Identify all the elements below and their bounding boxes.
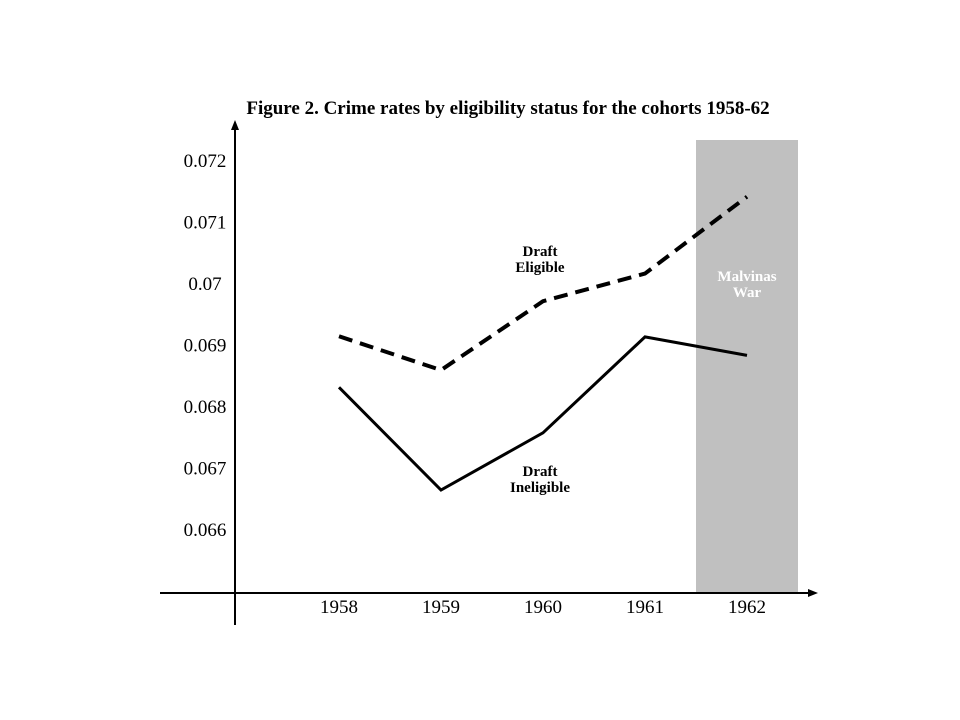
malvinas-war-shaded-region	[696, 140, 798, 593]
y-tick-label: 0.066	[184, 520, 227, 541]
x-tick-label: 1962	[728, 597, 766, 618]
y-tick-label: 0.071	[184, 213, 227, 234]
x-tick-label: 1958	[320, 597, 358, 618]
y-tick-label: 0.072	[184, 151, 227, 172]
draft-eligible-label: Draft	[523, 244, 558, 260]
x-tick-label: 1959	[422, 597, 460, 618]
chart-title: Figure 2. Crime rates by eligibility sta…	[246, 98, 769, 119]
malvinas-war-label: Malvinas	[717, 269, 776, 285]
malvinas-war-label: War	[733, 285, 762, 301]
draft-eligible-label: Eligible	[515, 260, 565, 276]
x-tick-label: 1960	[524, 597, 562, 618]
x-axis-arrowhead	[808, 589, 818, 597]
draft-ineligible-label: Ineligible	[510, 480, 570, 496]
y-tick-label: 0.07	[188, 274, 221, 295]
y-axis-arrowhead	[231, 120, 239, 130]
x-tick-label: 1961	[626, 597, 664, 618]
y-tick-label: 0.067	[184, 459, 227, 480]
draft-ineligible-label: Draft	[523, 464, 558, 480]
y-tick-label: 0.068	[184, 397, 227, 418]
y-tick-label: 0.069	[184, 336, 227, 357]
